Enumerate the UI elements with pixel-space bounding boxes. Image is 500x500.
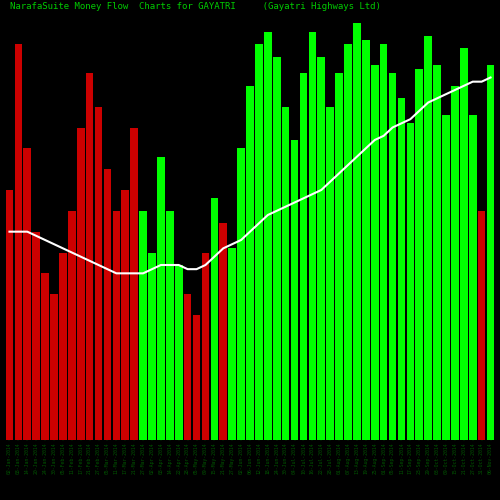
Bar bbox=[460, 48, 468, 440]
Bar bbox=[469, 115, 476, 440]
Bar bbox=[220, 224, 227, 440]
Bar bbox=[86, 74, 94, 440]
Bar bbox=[32, 232, 40, 440]
Bar bbox=[380, 44, 388, 440]
Bar bbox=[389, 74, 396, 440]
Bar bbox=[487, 65, 494, 440]
Bar bbox=[264, 32, 272, 440]
Bar bbox=[318, 56, 325, 440]
Bar bbox=[398, 98, 405, 440]
Bar bbox=[434, 65, 441, 440]
Bar bbox=[424, 36, 432, 440]
Bar bbox=[353, 24, 360, 440]
Bar bbox=[24, 148, 31, 440]
Bar bbox=[478, 211, 486, 440]
Bar bbox=[416, 69, 423, 440]
Bar bbox=[273, 56, 280, 440]
Bar bbox=[371, 65, 378, 440]
Bar bbox=[59, 252, 66, 440]
Bar bbox=[246, 86, 254, 440]
Bar bbox=[130, 128, 138, 440]
Bar bbox=[442, 115, 450, 440]
Bar bbox=[122, 190, 129, 440]
Bar bbox=[184, 294, 192, 440]
Bar bbox=[68, 211, 76, 440]
Bar bbox=[291, 140, 298, 440]
Bar bbox=[451, 86, 458, 440]
Bar bbox=[308, 32, 316, 440]
Text: NarafaSuite Money Flow  Charts for GAYATRI     (Gayatri Highways Ltd): NarafaSuite Money Flow Charts for GAYATR… bbox=[10, 2, 381, 11]
Bar bbox=[326, 106, 334, 440]
Bar bbox=[14, 44, 22, 440]
Bar bbox=[193, 315, 200, 440]
Bar bbox=[238, 148, 245, 440]
Bar bbox=[362, 40, 370, 440]
Bar bbox=[112, 211, 120, 440]
Bar bbox=[300, 74, 307, 440]
Bar bbox=[95, 106, 102, 440]
Bar bbox=[202, 252, 209, 440]
Bar bbox=[336, 74, 343, 440]
Bar bbox=[255, 44, 262, 440]
Bar bbox=[406, 124, 414, 440]
Bar bbox=[210, 198, 218, 440]
Bar bbox=[104, 169, 111, 440]
Bar bbox=[344, 44, 352, 440]
Bar bbox=[50, 294, 58, 440]
Bar bbox=[148, 252, 156, 440]
Bar bbox=[228, 248, 236, 440]
Bar bbox=[77, 128, 84, 440]
Bar bbox=[140, 211, 147, 440]
Bar bbox=[166, 211, 173, 440]
Bar bbox=[157, 156, 164, 440]
Bar bbox=[282, 106, 290, 440]
Bar bbox=[42, 274, 49, 440]
Bar bbox=[6, 190, 13, 440]
Bar bbox=[175, 265, 182, 440]
